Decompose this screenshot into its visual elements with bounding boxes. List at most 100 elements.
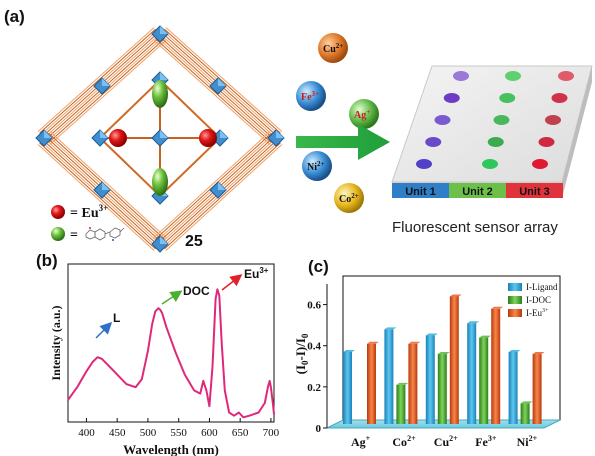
eu-arrow-icon	[221, 274, 243, 291]
sensor-dot	[538, 137, 555, 147]
sensor-dot	[532, 159, 548, 169]
legend-ligand-entry: =	[51, 227, 125, 243]
bar-ieu-4	[532, 354, 542, 424]
x-category-label: Fe3+	[475, 434, 497, 449]
bar-top	[467, 321, 480, 324]
eu-sphere	[199, 129, 217, 147]
x-category-label: Cu2+	[434, 434, 458, 449]
framework-node-highlight	[100, 130, 108, 138]
bar-iligand-4	[508, 352, 518, 424]
framework-rod	[165, 144, 283, 251]
legend-swatch-0	[508, 283, 522, 291]
bar-top	[343, 350, 355, 352]
bar-top	[508, 350, 521, 352]
legend-swatch-1	[508, 296, 522, 304]
framework-node-highlight	[102, 182, 110, 190]
sensor-unit-labels: Unit 1 Unit 2 Unit 3	[392, 183, 563, 198]
legend-ligand-eq: =	[70, 228, 78, 243]
x-axis-label: Wavelength (nm)	[123, 442, 219, 456]
bar-ieu-3	[491, 308, 501, 424]
metal-ions-group: Cu2+ Fe3+ Ag+ Ni2+ Co2+	[296, 33, 379, 213]
bar-idoc-3	[479, 337, 489, 424]
bar-top	[532, 352, 545, 355]
spectrum-line	[67, 288, 275, 419]
sensor-array-plate	[391, 65, 593, 198]
sensor-dots-group	[416, 71, 574, 169]
sensor-caption: Fluorescent sensor array	[392, 219, 558, 236]
ion-sphere-ni	[302, 151, 332, 181]
legend-label-1: I-DOC	[526, 295, 551, 305]
y-tick-label: 0.2	[307, 382, 321, 394]
ion-label-cu: Cu2+	[323, 42, 343, 55]
x-category-label: Ni2+	[517, 434, 538, 449]
doc-arrow-icon	[161, 290, 183, 305]
ligand-sphere	[152, 80, 168, 108]
eu-sphere	[109, 129, 127, 147]
framework-rod	[164, 142, 281, 250]
bar-iligand-3	[467, 323, 477, 424]
y-axis-label: (I0-I)/I0	[293, 333, 310, 374]
framework-node-highlight	[102, 78, 110, 86]
x-category-label: Ag+	[351, 434, 371, 449]
framework-node-highlight	[160, 236, 168, 244]
bar-ieu-0	[367, 343, 376, 424]
x-tick-label: 600	[201, 427, 218, 439]
ligand-sphere-icon	[51, 227, 65, 241]
bar-idoc-1	[396, 384, 406, 424]
annotation-ligand: L	[113, 311, 120, 325]
bar-top	[367, 341, 379, 344]
sensor-dot	[434, 115, 451, 125]
ion-sphere-ag	[349, 99, 379, 129]
process-arrow-icon	[296, 124, 390, 160]
sensor-dot	[425, 137, 442, 147]
legend-label-2: I-Eu3+	[526, 308, 549, 318]
framework-node-highlight	[160, 26, 168, 34]
bar-top	[449, 294, 462, 297]
y-tick-label: 0.6	[307, 300, 321, 312]
sensor-dot	[499, 93, 516, 103]
legend-swatch-2	[508, 309, 522, 317]
plot-frame	[67, 263, 275, 423]
bar-iligand-0	[343, 352, 352, 424]
ion-label-co: Co2+	[339, 192, 359, 205]
legend-label-0: I-Ligand	[526, 282, 558, 292]
sensor-dot	[558, 71, 574, 81]
bar-top	[437, 352, 450, 355]
emission-spectrum-chart: 400 450 500 550 600 650 700 Wavelength (nm) Inte…	[49, 263, 280, 456]
framework-rod	[165, 27, 283, 132]
framework-node-highlight	[218, 182, 226, 190]
sensor-unit-box-1	[392, 183, 449, 198]
framework-rod	[39, 142, 156, 250]
sensor-dot	[493, 115, 510, 125]
bar-top	[425, 333, 438, 336]
sensor-unit-label-2: Unit 2	[462, 186, 493, 198]
framework-node-highlight	[220, 130, 228, 138]
framework-rod	[39, 28, 156, 134]
ligand-structure-icon	[85, 227, 125, 241]
quenching-bar-chart: 0 0.2 0.4 0.6 (I0-I)/I0 Ag+ Co2+ Cu2+ Fe3+ Ni2+ I-…	[293, 275, 561, 449]
mof-framework-structure	[35, 25, 285, 253]
panel-a-label: (a)	[4, 7, 25, 26]
x-tick-label: 550	[170, 427, 187, 439]
compound-number: 25	[185, 233, 203, 250]
framework-rod	[155, 38, 272, 144]
sensor-unit-box-2	[449, 183, 506, 198]
bar-top	[408, 341, 421, 344]
ion-sphere-cu	[318, 33, 348, 63]
bar-idoc-2	[437, 354, 447, 424]
bar-idoc-4	[520, 403, 530, 424]
sensor-unit-label-1: Unit 1	[405, 186, 436, 198]
annotation-doc: DOC	[183, 284, 210, 298]
sensor-dot	[443, 93, 460, 103]
framework-rod	[49, 131, 167, 238]
bar-iligand-2	[425, 335, 435, 424]
framework-node-highlight	[160, 130, 168, 138]
framework-rod	[164, 28, 281, 134]
ligand-arrow-icon	[95, 321, 113, 339]
x-tick-label: 500	[140, 427, 157, 439]
framework-rod	[37, 144, 155, 251]
sensor-dot	[453, 71, 469, 81]
x-category-label: Co2+	[392, 434, 416, 449]
bar-top	[520, 401, 533, 404]
